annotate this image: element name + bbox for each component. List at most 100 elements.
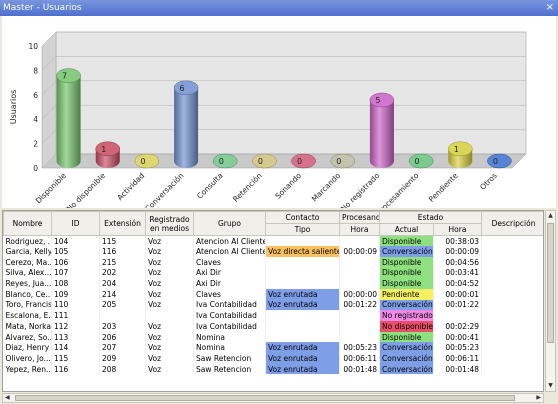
cell-id: 112	[51, 321, 100, 332]
status-chart: 0 2 4 6 8 10 Usuarios 7 Disponible 1 No disponible…	[2, 16, 556, 217]
cell-ext: 116	[99, 246, 146, 257]
table-row[interactable]: Olivero, Jo... 115 209 Voz Saw Retencion Voz …	[3, 353, 543, 364]
table-row[interactable]: Garcia, Kelly 105 116 Voz Atencion Al Client…	[3, 246, 543, 257]
col-header-id[interactable]: ID	[51, 211, 100, 236]
col-header-hora-estado[interactable]: Hora	[432, 223, 483, 236]
cell-grupo: Claves	[193, 288, 266, 300]
cell-nombre: Reyes, Jua...	[3, 278, 52, 289]
cell-desc	[481, 246, 543, 257]
col-header-registrado[interactable]: Registrado en medios	[145, 211, 194, 236]
bar-top	[448, 141, 473, 157]
category-label: Sonando	[273, 171, 303, 201]
cell-reg: Voz	[145, 278, 194, 289]
table-row[interactable]: Diaz, Henry 114 207 Voz Nomina Voz enrutada 00…	[3, 342, 543, 354]
cell-nombre: Silva, Alex...	[3, 267, 52, 279]
bar-value-label: 1	[454, 145, 459, 154]
table-row[interactable]: Cerezo, Ma... 106 215 Voz Claves Disponible 00…	[3, 256, 543, 268]
col-header-hora-procesando[interactable]: Hora	[339, 223, 380, 236]
cell-ext: 207	[99, 342, 146, 354]
cell-grupo: Axi Dir	[193, 267, 266, 279]
bar-top	[252, 153, 277, 169]
cell-hora_p	[339, 310, 380, 321]
cell-hora_e: 00:01:48	[433, 363, 483, 375]
cell-tipo: Voz enrutada	[265, 363, 340, 375]
cell-id: 105	[51, 246, 100, 257]
bar-top	[213, 153, 238, 169]
cell-desc	[481, 235, 543, 247]
table-row[interactable]: Reyes, Jua... 108 204 Voz Axi Dir Disponible 0…	[3, 278, 543, 289]
cell-hora_e: 00:38:03	[433, 235, 483, 247]
hscroll-thumb[interactable]	[15, 395, 515, 401]
cell-desc	[481, 353, 543, 364]
category-label: Otros	[478, 171, 499, 192]
scroll-thumb[interactable]	[547, 223, 554, 343]
cell-grupo: Saw Retencion	[193, 363, 266, 375]
cell-hora_e: 00:01:22	[433, 299, 483, 311]
cell-ext: 208	[99, 363, 146, 375]
category-label: Actividad	[115, 171, 146, 202]
scroll-up-icon[interactable]: ▲	[548, 212, 553, 219]
col-header-actual[interactable]: Actual	[379, 223, 434, 236]
table-row[interactable]: Silva, Alex... 107 202 Voz Axi Dir Disponible…	[3, 267, 543, 279]
cell-nombre: Yepez, Ren...	[3, 363, 52, 375]
grid-line	[41, 104, 526, 120]
bar-value-label: 0	[297, 157, 302, 166]
grid-horizontal-scrollbar[interactable]: ◀ ▶	[2, 393, 544, 403]
table-row[interactable]: Alvarez, So... 113 206 Voz Nomina Disponible 0…	[3, 331, 543, 343]
cell-hora_p: 00:06:11	[339, 353, 380, 364]
cell-hora_p	[339, 331, 380, 343]
cell-id: 113	[51, 331, 100, 343]
cell-reg	[145, 310, 194, 321]
cell-hora_p	[339, 235, 380, 247]
cell-ext: 205	[99, 299, 146, 311]
col-header-extension[interactable]: Extensión	[99, 211, 146, 236]
category-label: Procesamiento	[375, 171, 421, 208]
cell-desc	[481, 299, 543, 311]
grid-line	[41, 31, 526, 47]
users-grid[interactable]: Nombre ID Extensión Registrado en medios…	[2, 210, 544, 392]
cell-desc	[481, 256, 543, 268]
cell-nombre: Diaz, Henry	[3, 342, 52, 354]
cell-actual: Conversación	[379, 363, 434, 375]
cell-id: 109	[51, 288, 100, 300]
col-header-nombre[interactable]: Nombre	[3, 211, 52, 236]
col-group-procesando: Procesando	[339, 211, 380, 224]
cell-id: 110	[51, 299, 100, 311]
cell-desc	[481, 288, 543, 300]
scroll-down-icon[interactable]: ▼	[548, 382, 553, 389]
cell-desc	[481, 278, 543, 289]
table-row[interactable]: Toro, Francis 110 205 Voz Iva Contabilidad Vo…	[3, 299, 543, 311]
cell-grupo: Saw Retencion	[193, 353, 266, 364]
cell-reg: Voz	[145, 256, 194, 268]
bar-body	[369, 100, 394, 168]
bar-top	[134, 153, 160, 169]
scroll-left-icon[interactable]: ◀	[5, 394, 10, 401]
cell-nombre: Alvarez, So...	[3, 331, 52, 343]
cell-actual: Conversación	[379, 353, 434, 364]
bar-top	[330, 153, 355, 169]
col-group-estado: Estado	[378, 211, 483, 224]
table-row[interactable]: Rodriguez, ... 104 115 Voz Atencion Al Clien…	[3, 235, 543, 247]
cell-reg: Voz	[145, 321, 194, 332]
cell-id: 107	[51, 267, 100, 279]
cell-reg: Voz	[145, 342, 194, 354]
cell-hora_e: 00:05:23	[433, 342, 483, 354]
grid-line	[41, 129, 526, 144]
col-header-grupo[interactable]: Grupo	[193, 211, 266, 236]
table-row[interactable]: Yepez, Ren... 116 208 Voz Saw Retencion Voz e…	[3, 363, 543, 375]
table-row[interactable]: Escalona, E... 111 Iva Contabilidad No regi…	[3, 310, 543, 321]
close-icon[interactable]: ×	[545, 2, 554, 13]
bar-value-label: 1	[101, 145, 106, 154]
cell-ext: 203	[99, 321, 146, 332]
col-header-descripcion[interactable]: Descripción	[481, 211, 543, 236]
cell-grupo: Axi Dir	[193, 278, 266, 289]
bar-value-label: 0	[219, 157, 224, 166]
table-row[interactable]: Mata, Norka 112 203 Voz Iva Contabilidad No d…	[3, 321, 543, 332]
col-header-tipo[interactable]: Tipo	[265, 223, 340, 236]
scroll-right-icon[interactable]: ▶	[536, 394, 541, 401]
grid-vertical-scrollbar[interactable]: ▲ ▼	[545, 210, 556, 392]
cell-id: 111	[51, 310, 100, 321]
cell-tipo	[265, 235, 340, 247]
table-row[interactable]: Blanco, Ce... 109 214 Voz Claves Voz enrutada…	[3, 288, 543, 300]
